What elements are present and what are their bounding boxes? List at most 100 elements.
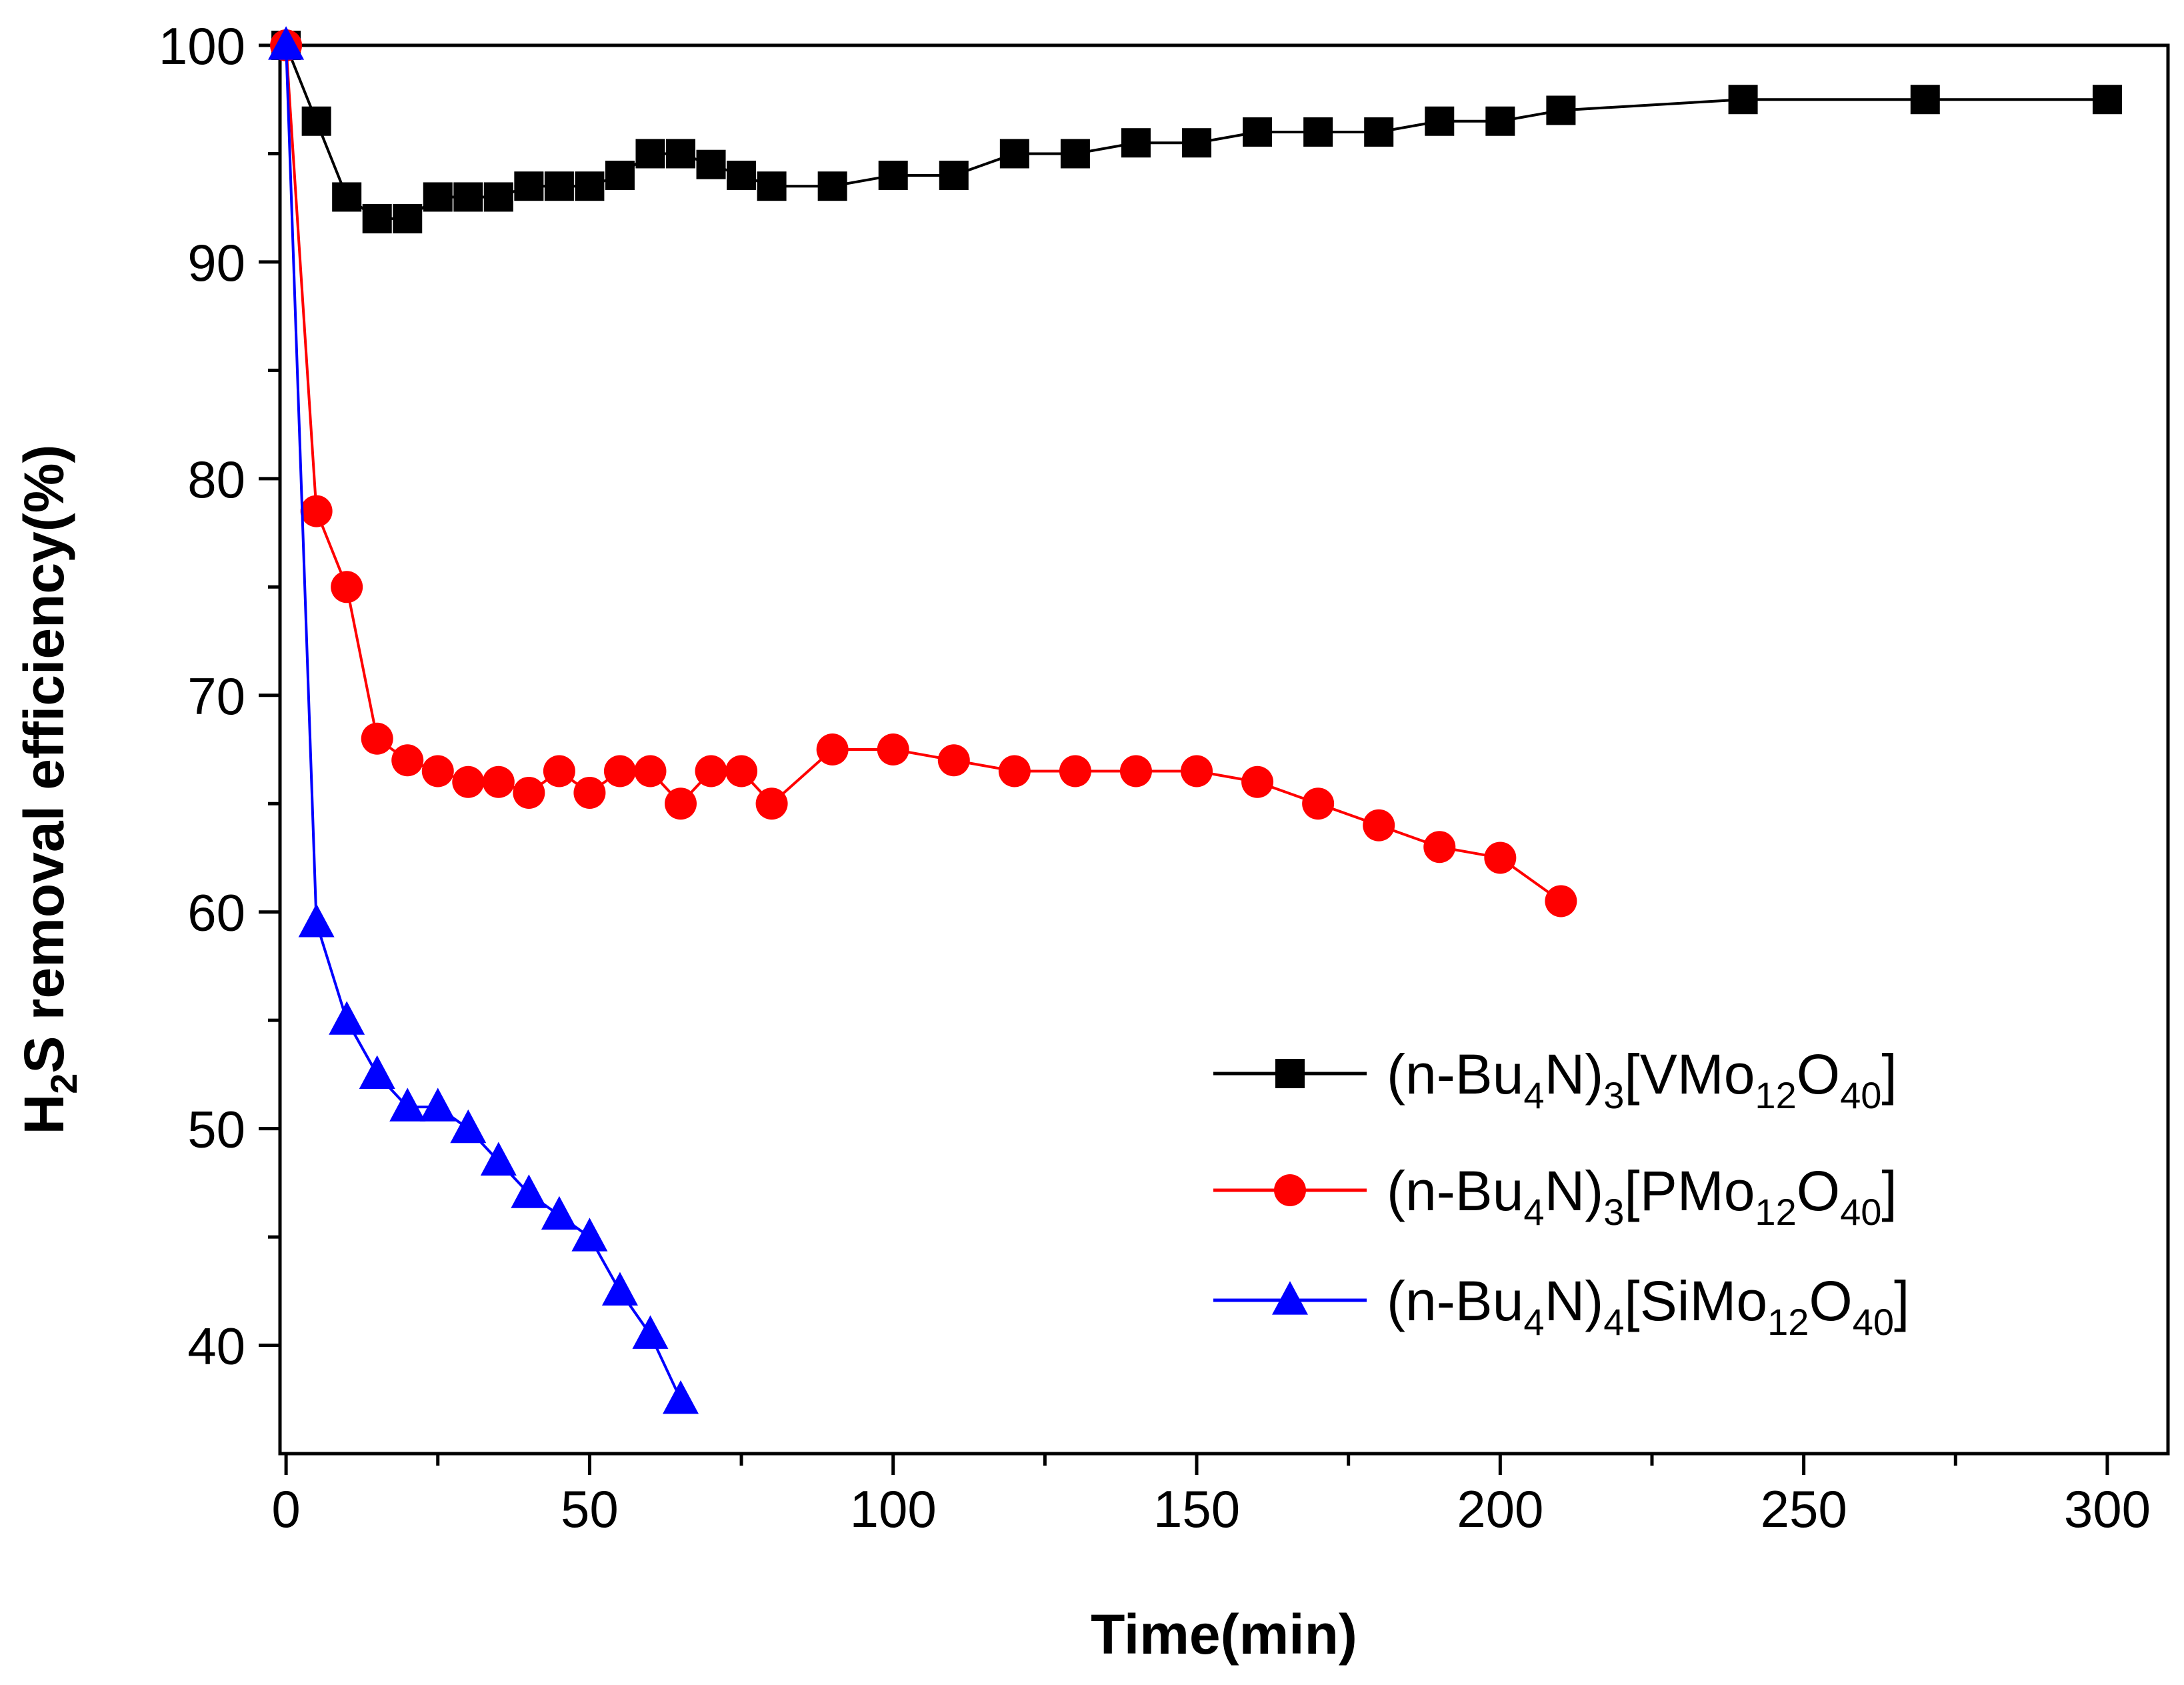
data-point xyxy=(601,1272,638,1306)
y-tick-label: 100 xyxy=(159,17,245,75)
y-axis-title: H2S removal efficiency(%) xyxy=(13,445,85,1135)
data-point xyxy=(544,171,574,201)
data-point xyxy=(419,1088,456,1122)
legend-label: (n-Bu4N)3[VMo12O40] xyxy=(1387,1043,1897,1116)
data-point xyxy=(301,106,331,136)
data-point xyxy=(331,571,363,603)
y-tick-label: 40 xyxy=(187,1317,245,1376)
x-tick-label: 150 xyxy=(1153,1480,1240,1538)
data-point xyxy=(1243,117,1273,147)
data-point xyxy=(1546,95,1576,125)
legend-entry: (n-Bu4N)4[SiMo12O40] xyxy=(1213,1270,1909,1343)
data-point xyxy=(937,744,970,777)
data-point xyxy=(632,1315,669,1349)
data-point xyxy=(603,755,636,787)
data-point xyxy=(1728,85,1758,115)
data-point xyxy=(2092,85,2122,115)
data-point xyxy=(571,1218,608,1252)
data-point xyxy=(1425,106,1455,136)
data-point xyxy=(300,495,333,527)
data-point xyxy=(1485,106,1515,136)
data-point xyxy=(816,733,849,765)
data-point xyxy=(1241,765,1274,798)
data-point xyxy=(480,1142,517,1176)
legend: (n-Bu4N)3[VMo12O40] (n-Bu4N)3[PMo12O40] (n… xyxy=(1213,1043,1909,1343)
data-point xyxy=(362,203,392,233)
legend-marker xyxy=(1274,1174,1306,1206)
x-tick-label: 300 xyxy=(2064,1480,2151,1538)
data-point xyxy=(605,160,635,190)
data-point xyxy=(483,182,513,212)
series-square xyxy=(271,31,2122,233)
data-point xyxy=(999,139,1029,169)
data-point xyxy=(1119,755,1152,787)
data-point xyxy=(1181,755,1213,787)
data-point xyxy=(998,755,1031,787)
data-point xyxy=(1182,128,1212,158)
data-point xyxy=(665,787,697,820)
x-tick-label: 100 xyxy=(850,1480,937,1538)
data-point xyxy=(513,776,545,809)
data-point xyxy=(573,776,606,809)
data-point xyxy=(1363,809,1395,841)
data-point xyxy=(727,160,757,190)
x-tick-label: 50 xyxy=(561,1480,619,1538)
data-point xyxy=(1303,117,1333,147)
data-point xyxy=(666,139,696,169)
series-line xyxy=(285,45,682,1400)
legend-entry: (n-Bu4N)3[PMo12O40] xyxy=(1213,1160,1897,1233)
x-axis-ticks: 0 50 100 150 200 250 300 xyxy=(271,1454,2151,1538)
data-point xyxy=(393,203,423,233)
y-axis-ticks: 40 50 60 70 80 90 100 xyxy=(159,17,280,1376)
series-circle xyxy=(270,29,1577,918)
data-point xyxy=(939,160,969,190)
data-point xyxy=(757,171,787,201)
data-point xyxy=(541,1196,577,1230)
data-point xyxy=(755,787,788,820)
data-point xyxy=(817,171,847,201)
x-tick-label: 200 xyxy=(1457,1480,1543,1538)
data-point xyxy=(511,1174,547,1208)
data-point xyxy=(725,755,758,787)
plot-frame xyxy=(278,43,2170,1456)
legend-label: (n-Bu4N)4[SiMo12O40] xyxy=(1387,1270,1909,1343)
data-point xyxy=(298,904,335,938)
data-point xyxy=(421,755,454,787)
data-point xyxy=(1545,885,1577,918)
data-point xyxy=(634,755,667,787)
data-point xyxy=(332,182,362,212)
data-point xyxy=(877,733,909,765)
y-axis-title-sub: 2 xyxy=(43,1074,85,1094)
data-point xyxy=(663,1380,699,1414)
data-point xyxy=(453,182,483,212)
y-tick-label: 60 xyxy=(187,884,245,942)
data-point xyxy=(452,765,485,798)
data-point xyxy=(359,1055,395,1089)
y-tick-label: 90 xyxy=(187,233,245,292)
data-point xyxy=(391,744,424,777)
y-axis-title-base: H xyxy=(13,1094,75,1135)
data-point xyxy=(575,171,605,201)
y-axis-title-rest: S removal efficiency(%) xyxy=(13,445,75,1074)
data-point xyxy=(514,171,544,201)
data-point xyxy=(1423,831,1456,864)
data-point xyxy=(1364,117,1394,147)
data-point xyxy=(268,26,305,60)
data-point xyxy=(329,1001,365,1035)
data-point xyxy=(450,1109,487,1144)
plot-area-border xyxy=(278,43,2170,1456)
series-layer xyxy=(268,26,2122,1414)
data-point xyxy=(1484,841,1517,874)
legend-entry: (n-Bu4N)3[VMo12O40] xyxy=(1213,1043,1897,1116)
data-point xyxy=(878,160,908,190)
y-tick-label: 80 xyxy=(187,450,245,509)
x-tick-label: 0 xyxy=(271,1480,300,1538)
y-tick-label: 70 xyxy=(187,667,245,725)
data-point xyxy=(423,182,453,212)
legend-label: (n-Bu4N)3[PMo12O40] xyxy=(1387,1160,1897,1233)
data-point xyxy=(1121,128,1151,158)
data-point xyxy=(1910,85,1940,115)
data-point xyxy=(1060,139,1090,169)
legend-marker xyxy=(1275,1059,1305,1088)
